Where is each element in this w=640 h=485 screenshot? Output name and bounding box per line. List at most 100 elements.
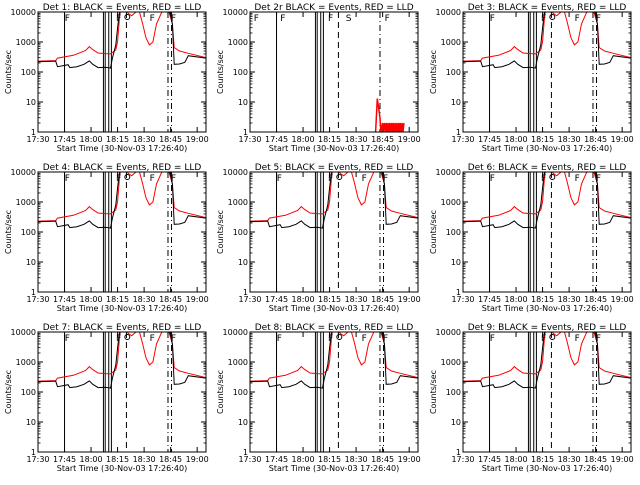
x-tick-label: 18:00 xyxy=(80,135,103,144)
events-series-line xyxy=(38,332,206,389)
panel-frame xyxy=(249,171,419,293)
x-axis-label: Start Time (30-Nov-03 17:26:40) xyxy=(57,464,187,473)
y-tick-label: 10000 xyxy=(436,8,461,17)
events-series-line xyxy=(463,332,631,389)
panel-plot-area xyxy=(38,12,206,132)
x-tick-label: 18:15 xyxy=(318,455,341,464)
x-tick-label: 18:00 xyxy=(505,135,528,144)
panel-plot-area xyxy=(250,332,418,452)
x-tick-label: 17:30 xyxy=(451,295,474,304)
panel-title: Det 6: BLACK = Events, RED = LLD xyxy=(468,163,627,173)
x-tick-label: 18:45 xyxy=(371,135,394,144)
y-axis-label: Counts/sec xyxy=(429,50,438,94)
flag-label: F xyxy=(490,174,495,184)
x-tick-label: 18:30 xyxy=(345,455,368,464)
flag-label: F xyxy=(328,334,333,344)
flag-label: F xyxy=(490,14,495,24)
y-tick-label: 10000 xyxy=(436,328,461,337)
y-tick-label: 10 xyxy=(451,258,461,267)
y-tick-label: 100 xyxy=(21,388,36,397)
y-axis-label: Counts/sec xyxy=(4,210,13,254)
panel-det-6: Det 6: BLACK = Events, RED = LLD Counts/s… xyxy=(429,163,634,313)
x-tick-label: 18:00 xyxy=(292,135,315,144)
x-tick-label: 17:45 xyxy=(265,135,288,144)
x-tick-label: 17:45 xyxy=(478,455,501,464)
flag-label: F xyxy=(596,334,601,344)
x-tick-label: 17:45 xyxy=(265,455,288,464)
y-tick-label: 1000 xyxy=(228,358,248,367)
flag-label: F xyxy=(280,14,285,24)
lld-series-line xyxy=(38,332,206,382)
panel-frame xyxy=(462,11,632,133)
flag-label: F xyxy=(362,174,367,184)
x-axis-label: Start Time (30-Nov-03 17:26:40) xyxy=(482,304,612,313)
saa-marker-circle xyxy=(549,334,556,340)
flag-label: F xyxy=(254,14,259,24)
panel-plot-area xyxy=(276,12,405,132)
panel-det-3: Det 3: BLACK = Events, RED = LLD Counts/s… xyxy=(429,3,634,153)
y-tick-label: 1 xyxy=(243,448,248,457)
x-axis-label: Start Time (30-Nov-03 17:26:40) xyxy=(57,144,187,153)
flag-label: F xyxy=(328,14,333,24)
panel-title: Det 7: BLACK = Events, RED = LLD xyxy=(43,323,202,333)
x-tick-label: 19:00 xyxy=(611,135,634,144)
x-tick-label: 18:15 xyxy=(531,295,554,304)
x-tick-label: 17:30 xyxy=(451,455,474,464)
flag-label: F xyxy=(541,14,546,24)
x-tick-label: 17:30 xyxy=(238,295,261,304)
flag-label: F xyxy=(596,174,601,184)
y-tick-label: 1000 xyxy=(441,38,461,47)
y-tick-label: 1000 xyxy=(228,198,248,207)
panel-frame xyxy=(37,171,207,293)
x-tick-label: 17:45 xyxy=(265,295,288,304)
y-axis-label: Counts/sec xyxy=(4,50,13,94)
panel-plot-area xyxy=(38,332,206,452)
flag-label: F xyxy=(150,14,155,24)
events-series-line xyxy=(463,172,631,229)
x-tick-label: 18:45 xyxy=(159,455,182,464)
panel-title: Det 4: BLACK = Events, RED = LLD xyxy=(43,163,202,173)
x-tick-label: 17:30 xyxy=(238,135,261,144)
x-tick-label: 18:30 xyxy=(345,295,368,304)
flag-label: F xyxy=(490,334,495,344)
x-tick-label: 18:15 xyxy=(318,295,341,304)
flag-label: F xyxy=(65,14,70,24)
flag-label: F xyxy=(541,334,546,344)
y-tick-label: 100 xyxy=(21,68,36,77)
x-tick-label: 19:00 xyxy=(611,455,634,464)
lld-series-line xyxy=(38,172,206,222)
saa-marker-circle xyxy=(549,174,556,180)
x-tick-label: 18:30 xyxy=(558,135,581,144)
y-tick-label: 1000 xyxy=(441,198,461,207)
x-tick-label: 19:00 xyxy=(186,135,209,144)
y-tick-label: 100 xyxy=(233,228,248,237)
x-tick-label: 18:15 xyxy=(531,135,554,144)
panel-frame xyxy=(249,331,419,453)
lld-series-line xyxy=(38,12,206,62)
panel-title: Det 1: BLACK = Events, RED = LLD xyxy=(43,3,202,13)
x-axis-label: Start Time (30-Nov-03 17:26:40) xyxy=(269,464,399,473)
y-tick-label: 100 xyxy=(21,228,36,237)
x-tick-label: 18:30 xyxy=(133,135,156,144)
x-tick-label: 18:00 xyxy=(505,455,528,464)
flag-label: F xyxy=(383,174,388,184)
events-series-line xyxy=(463,12,631,69)
y-tick-label: 100 xyxy=(233,388,248,397)
x-axis-label: Start Time (30-Nov-03 17:26:40) xyxy=(269,304,399,313)
panel-title: Det 9: BLACK = Events, RED = LLD xyxy=(468,323,627,333)
y-tick-label: 100 xyxy=(446,228,461,237)
flag-label: F xyxy=(575,14,580,24)
events-series-line xyxy=(250,172,418,229)
x-tick-label: 17:30 xyxy=(26,295,49,304)
panel-det-7: Det 7: BLACK = Events, RED = LLD Counts/s… xyxy=(4,323,209,473)
x-tick-label: 18:45 xyxy=(159,135,182,144)
panel-det-8: Det 8: BLACK = Events, RED = LLD Counts/s… xyxy=(216,323,421,473)
y-axis-label: Counts/sec xyxy=(429,370,438,414)
x-tick-label: 18:15 xyxy=(106,455,129,464)
panel-det-5: Det 5: BLACK = Events, RED = LLD Counts/s… xyxy=(216,163,421,313)
x-tick-label: 18:00 xyxy=(80,295,103,304)
saa-marker-circle xyxy=(124,334,131,340)
y-tick-label: 10000 xyxy=(11,328,36,337)
y-tick-label: 10000 xyxy=(223,168,248,177)
